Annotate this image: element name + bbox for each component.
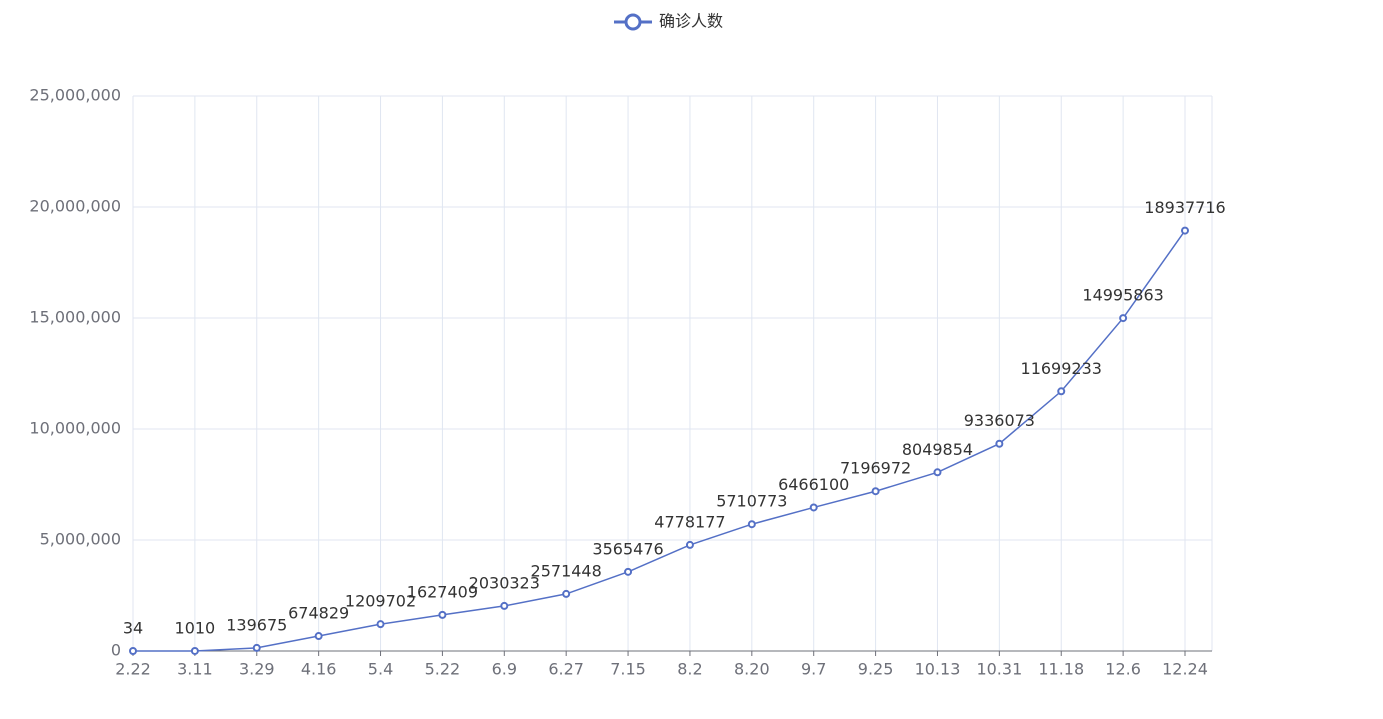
point	[1181, 226, 1189, 235]
point	[314, 632, 323, 641]
data-label: 1010	[175, 618, 216, 637]
y-tick-label: 25,000,000	[29, 86, 121, 105]
data-label: 11699233	[1021, 359, 1102, 378]
point	[747, 520, 756, 529]
point	[871, 487, 880, 496]
point	[190, 646, 199, 655]
legend-symbol	[624, 13, 642, 31]
point	[438, 610, 447, 619]
x-tick-label: 2.22	[115, 660, 151, 679]
x-tick-label: 12.6	[1105, 660, 1141, 679]
data-label: 3565476	[592, 539, 663, 558]
data-label: 2030323	[469, 573, 540, 592]
x-tick-label: 12.24	[1162, 660, 1208, 679]
data-label: 4778177	[654, 512, 725, 531]
x-tick-label: 6.9	[492, 660, 517, 679]
x-tick-label: 5.4	[368, 660, 393, 679]
y-tick-label: 20,000,000	[29, 197, 121, 216]
data-label: 14995863	[1082, 286, 1163, 305]
point	[1119, 314, 1128, 323]
point	[1057, 387, 1066, 396]
x-tick-label: 10.13	[915, 660, 961, 679]
y-tick-label: 15,000,000	[29, 308, 121, 327]
point	[809, 503, 818, 512]
line	[132, 230, 1186, 652]
point	[129, 646, 137, 655]
point	[624, 567, 633, 576]
x-tick-label: 5.22	[425, 660, 461, 679]
data-label: 2571448	[531, 561, 602, 580]
point	[685, 540, 694, 549]
data-label: 18937716	[1144, 198, 1225, 217]
x-tick-label: 9.25	[858, 660, 894, 679]
x-tick-label: 10.31	[976, 660, 1022, 679]
x-tick-label: 3.11	[177, 660, 213, 679]
point	[376, 620, 385, 629]
x-tick-label: 8.20	[734, 660, 770, 679]
data-label: 1209702	[345, 592, 416, 611]
y-tick-label: 5,000,000	[40, 530, 121, 549]
data-label: 5710773	[716, 492, 787, 511]
data-label: 8049854	[902, 440, 973, 459]
data-label: 139675	[226, 615, 287, 634]
x-tick-label: 7.15	[610, 660, 646, 679]
point	[252, 643, 261, 652]
x-tick-label: 3.29	[239, 660, 275, 679]
data-label: 7196972	[840, 459, 911, 478]
point	[500, 601, 509, 610]
data-label: 9336073	[964, 411, 1035, 430]
y-tick-label: 10,000,000	[29, 419, 121, 438]
point	[995, 439, 1004, 448]
data-label: 6466100	[778, 475, 849, 494]
x-tick-label: 9.7	[801, 660, 826, 679]
x-tick-label: 8.2	[677, 660, 702, 679]
x-tick-label: 4.16	[301, 660, 337, 679]
data-label: 34	[123, 618, 143, 637]
point	[933, 468, 942, 477]
point	[562, 589, 571, 598]
y-tick-label: 0	[111, 641, 121, 660]
data-label: 674829	[288, 604, 349, 623]
x-tick-label: 6.27	[548, 660, 584, 679]
legend-label: 确诊人数	[659, 12, 723, 31]
x-tick-label: 11.18	[1038, 660, 1084, 679]
data-label: 1627409	[407, 582, 478, 601]
